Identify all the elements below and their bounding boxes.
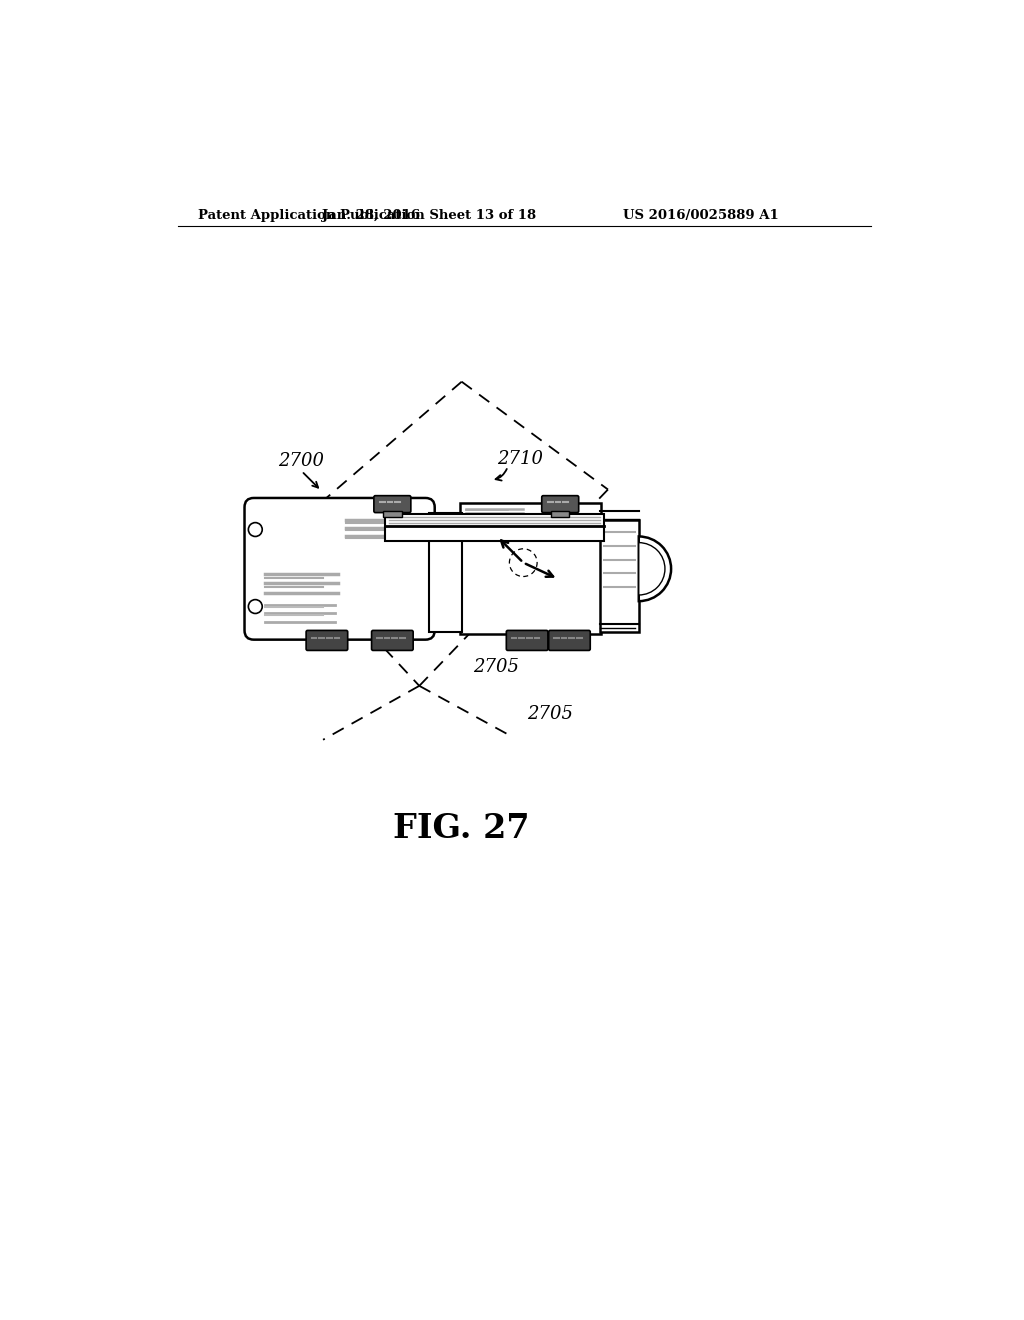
FancyBboxPatch shape xyxy=(506,631,548,651)
Text: US 2016/0025889 A1: US 2016/0025889 A1 xyxy=(624,209,779,222)
Text: Jan. 28, 2016  Sheet 13 of 18: Jan. 28, 2016 Sheet 13 of 18 xyxy=(323,209,537,222)
Text: 2705: 2705 xyxy=(527,705,573,723)
Text: FIG. 27: FIG. 27 xyxy=(393,812,530,845)
Bar xyxy=(385,515,604,541)
Text: Patent Application Publication: Patent Application Publication xyxy=(199,209,425,222)
Bar xyxy=(383,511,401,517)
Text: 2710: 2710 xyxy=(497,450,543,467)
Circle shape xyxy=(249,599,262,614)
FancyBboxPatch shape xyxy=(374,496,411,512)
Circle shape xyxy=(249,523,262,536)
Text: 2705: 2705 xyxy=(473,657,519,676)
FancyBboxPatch shape xyxy=(542,496,579,512)
Bar xyxy=(429,512,462,632)
FancyBboxPatch shape xyxy=(549,631,590,651)
FancyBboxPatch shape xyxy=(306,631,348,651)
Bar xyxy=(460,503,601,635)
Text: 2700: 2700 xyxy=(279,451,325,470)
Wedge shape xyxy=(639,543,665,595)
Bar xyxy=(551,511,569,517)
Wedge shape xyxy=(639,536,671,601)
FancyBboxPatch shape xyxy=(372,631,413,651)
FancyBboxPatch shape xyxy=(245,498,435,640)
Bar xyxy=(600,520,639,632)
